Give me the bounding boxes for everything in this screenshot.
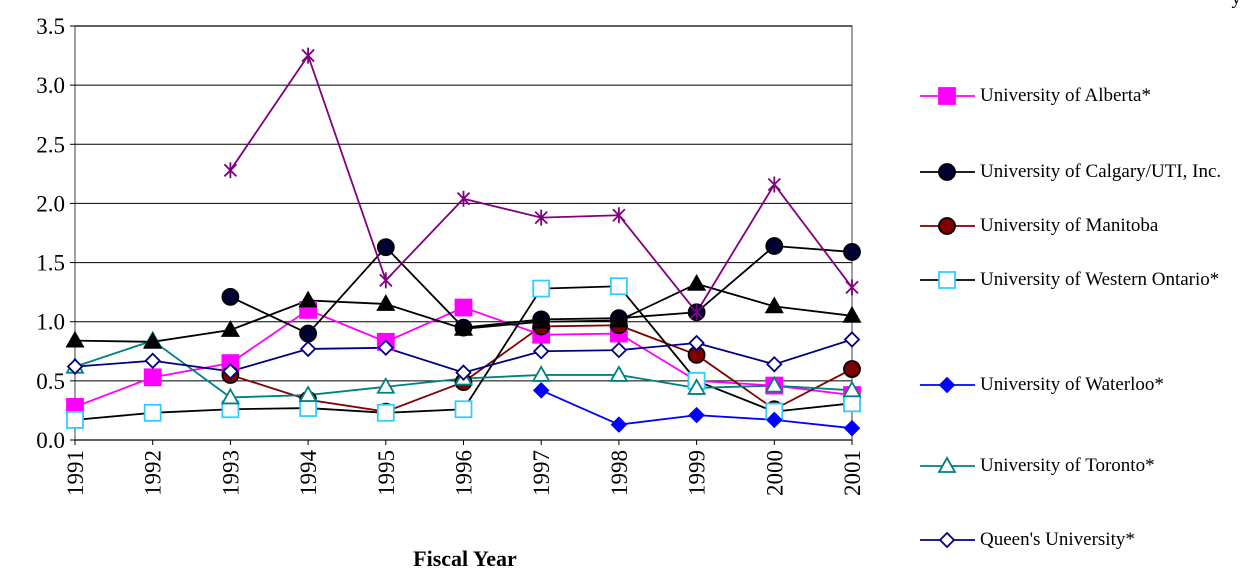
marker: [66, 410, 84, 429]
marker: [766, 356, 783, 373]
x-axis-title: Fiscal Year: [413, 546, 517, 571]
marker: [453, 318, 474, 336]
marker: [764, 296, 784, 314]
marker: [688, 334, 705, 352]
marker: [532, 382, 550, 399]
legend-marker: [938, 376, 956, 394]
marker: [144, 352, 161, 370]
marker: [298, 385, 318, 402]
marker: [298, 290, 318, 308]
marker: [376, 403, 395, 422]
marker: [66, 358, 84, 375]
marker: [379, 272, 393, 289]
marker: [534, 209, 548, 226]
y-tick-label: 1.5: [36, 251, 65, 276]
marker: [143, 332, 163, 349]
x-tick-label: 1995: [374, 450, 399, 496]
marker: [532, 279, 551, 298]
marker: [223, 162, 238, 179]
x-tick-label: 1991: [63, 450, 88, 496]
legend-marker: [938, 163, 956, 181]
marker: [843, 419, 861, 437]
legend-label: University of Western Ontario*: [980, 269, 1220, 290]
y-tick-label: 2.0: [36, 191, 65, 216]
x-tick-label: 1999: [685, 450, 710, 496]
marker: [610, 277, 628, 296]
marker: [222, 363, 239, 380]
marker: [454, 298, 473, 317]
marker: [143, 368, 162, 387]
marker: [610, 341, 628, 359]
marker: [377, 339, 395, 357]
legend-label: University of Waterloo*: [980, 374, 1164, 395]
y-tick-label: 0.0: [36, 428, 65, 453]
marker: [610, 416, 628, 433]
y-tick-label: 0.5: [36, 369, 65, 394]
legend-marker: [938, 87, 956, 105]
marker: [689, 304, 704, 321]
y-tick-label: 3.5: [36, 14, 65, 39]
marker: [220, 320, 240, 337]
x-tick-label: 1997: [529, 450, 554, 496]
marker: [299, 340, 317, 358]
marker: [688, 406, 705, 424]
legend-label: Queen's University*: [980, 529, 1135, 550]
legend-label: University of Alberta*: [980, 85, 1151, 106]
marker: [765, 237, 784, 255]
marker: [456, 190, 471, 207]
marker: [843, 243, 861, 261]
legend-marker: [937, 456, 957, 473]
x-tick-label: 2001: [840, 450, 865, 496]
legend-label: University of Manitoba: [980, 215, 1159, 236]
x-tick-label: 1998: [607, 450, 632, 496]
marker: [766, 411, 783, 429]
legend-label: University of Toronto*: [980, 455, 1155, 476]
x-tick-label: 1996: [452, 450, 477, 496]
marker: [687, 274, 707, 291]
marker: [221, 287, 240, 306]
marker: [843, 394, 861, 413]
x-tick-label: 1993: [218, 450, 243, 496]
legend-label: University of Calgary/UTI, Inc.: [980, 161, 1222, 182]
marker: [845, 279, 859, 296]
marker: [376, 294, 396, 311]
marker: [376, 376, 396, 394]
marker: [531, 311, 551, 329]
y-tick-label: 2.5: [36, 132, 65, 157]
legend-marker: [938, 271, 956, 289]
y-tick-label: 3.0: [36, 73, 65, 98]
top-right-text: y: [1232, 0, 1242, 9]
marker: [687, 378, 707, 395]
marker: [299, 324, 318, 343]
x-tick-label: 2000: [762, 450, 787, 496]
marker: [65, 330, 85, 348]
marker: [764, 375, 784, 393]
marker: [455, 364, 472, 381]
marker: [532, 343, 550, 360]
marker: [299, 399, 318, 417]
legend-marker: [938, 531, 956, 549]
marker: [376, 238, 395, 257]
marker: [842, 380, 862, 398]
marker: [609, 310, 629, 328]
x-tick-label: 1994: [296, 450, 321, 497]
marker: [767, 176, 781, 193]
marker: [143, 403, 162, 422]
y-tick-label: 1.0: [36, 310, 65, 335]
marker: [609, 365, 629, 382]
x-tick-label: 1992: [141, 450, 166, 496]
marker: [454, 400, 473, 419]
marker: [301, 47, 315, 64]
marker: [842, 305, 862, 323]
marker: [843, 360, 861, 378]
legend-marker: [938, 217, 956, 235]
marker: [843, 331, 861, 348]
marker: [220, 387, 240, 405]
marker: [612, 207, 626, 224]
marker: [531, 365, 551, 382]
